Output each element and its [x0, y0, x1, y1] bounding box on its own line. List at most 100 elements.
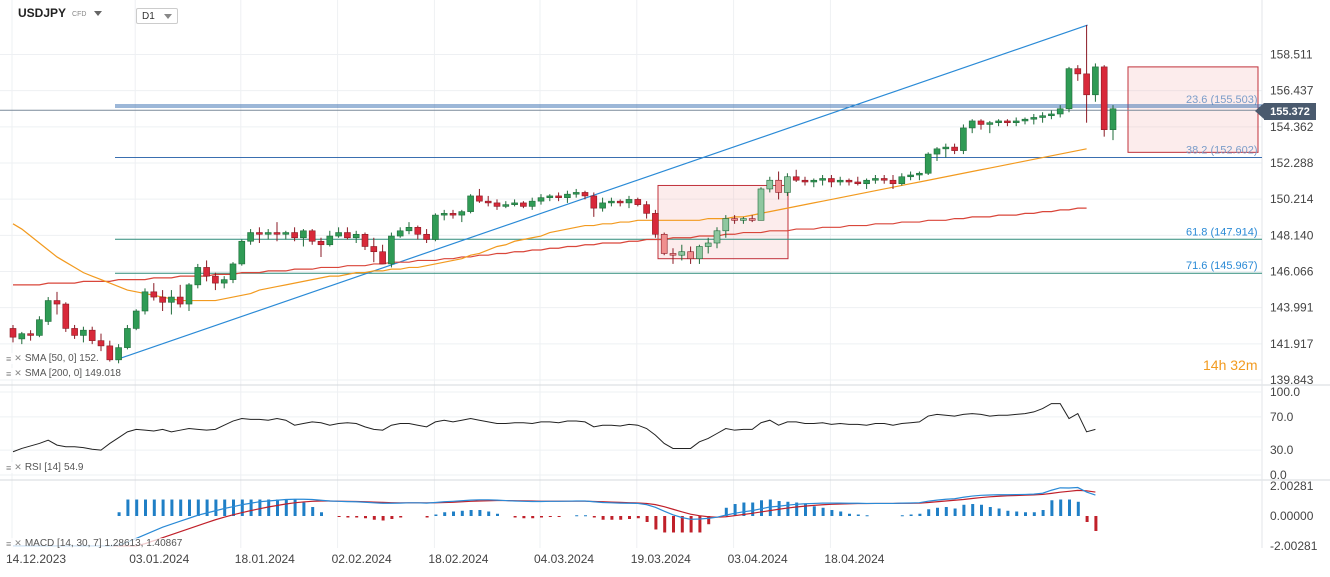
- macd-histogram-bar: [232, 499, 235, 516]
- macd-histogram-bar: [936, 507, 939, 516]
- candle-body: [1092, 66, 1099, 96]
- timeframe-label: D1: [142, 10, 155, 22]
- macd-histogram-bar: [223, 499, 227, 516]
- candle-body: [405, 227, 413, 232]
- close-icon[interactable]: ✕: [14, 538, 22, 548]
- menu-icon[interactable]: ≡: [6, 462, 12, 473]
- candle-body: [344, 232, 351, 239]
- macd-histogram-bar: [672, 516, 675, 533]
- candle-body: [62, 303, 70, 329]
- candle-body: [484, 200, 492, 204]
- macd-histogram-bar: [848, 513, 851, 516]
- candle-body: [300, 230, 307, 239]
- candle-countdown: 14h 32m: [1203, 357, 1258, 373]
- candle-body: [581, 192, 589, 197]
- legend-sma50[interactable]: ≡ ✕ SMA [50, 0] 152.: [6, 353, 99, 364]
- macd-histogram-bar: [1094, 516, 1098, 531]
- countdown-minutes: 32: [1230, 357, 1246, 373]
- macd-histogram-bar: [707, 516, 711, 525]
- macd-histogram-bar: [240, 499, 244, 516]
- candle-body: [608, 200, 615, 204]
- candle-body: [18, 333, 26, 340]
- y-tick-label: 139.843: [1270, 373, 1314, 387]
- candle-body: [159, 296, 166, 303]
- macd-histogram-bar: [636, 516, 640, 519]
- legend-macd-value: 1.28613, 1.40867: [104, 538, 183, 549]
- countdown-hours: 14: [1203, 357, 1219, 373]
- candle-body: [1048, 113, 1055, 117]
- macd-histogram-bar: [126, 499, 130, 516]
- macd-histogram-bar: [953, 508, 957, 516]
- macd-histogram-bar: [364, 516, 367, 519]
- candle-body: [696, 246, 703, 259]
- menu-icon[interactable]: ≡: [6, 538, 12, 549]
- candle-body: [256, 232, 263, 235]
- macd-histogram-bar: [399, 516, 403, 518]
- candle-body: [9, 328, 17, 338]
- close-icon[interactable]: ✕: [14, 368, 22, 378]
- rsi-y-tick-label: 70.0: [1270, 410, 1294, 424]
- macd-histogram-bar: [311, 507, 315, 516]
- candle-body: [775, 179, 782, 193]
- legend-macd[interactable]: ≡ ✕ MACD [14, 30, 7] 1.28613, 1.40867: [6, 538, 183, 549]
- macd-histogram-bar: [496, 513, 499, 516]
- menu-icon[interactable]: ≡: [6, 353, 12, 364]
- candle-body: [203, 267, 210, 277]
- candle-body: [88, 329, 96, 341]
- candle-body: [687, 251, 694, 259]
- legend-sma50-label: SMA [50, 0] 152.: [24, 353, 99, 364]
- candle-body: [440, 213, 448, 216]
- candle-body: [810, 179, 818, 183]
- macd-histogram-bar: [988, 507, 992, 516]
- x-tick-label: 19.03.2024: [631, 552, 691, 566]
- candle-body: [590, 195, 598, 209]
- candle-body: [713, 230, 721, 244]
- macd-histogram-bar: [205, 499, 209, 516]
- macd-histogram-bar: [390, 516, 394, 519]
- candle-body: [273, 232, 281, 235]
- legend-rsi-value: 54.9: [63, 462, 84, 473]
- instrument-selector[interactable]: USDJPY CFD: [18, 6, 103, 20]
- candle-body: [1039, 115, 1046, 118]
- candle-body: [212, 275, 219, 284]
- close-icon[interactable]: ✕: [14, 462, 22, 472]
- macd-histogram-bar: [434, 514, 438, 516]
- legend-sma200[interactable]: ≡ ✕ SMA [200, 0] 149.018: [6, 368, 121, 379]
- candle-body: [168, 296, 175, 303]
- macd-histogram-bar: [443, 512, 447, 516]
- candle-body: [907, 174, 914, 178]
- candle-body: [458, 211, 466, 216]
- macd-histogram-bar: [997, 508, 1001, 516]
- macd-histogram-bar: [302, 502, 306, 516]
- candle-body: [449, 213, 457, 216]
- legend-rsi[interactable]: ≡ ✕ RSI [14] 54.9: [6, 462, 84, 473]
- macd-histogram-bar: [918, 513, 922, 516]
- macd-histogram-bar: [1024, 512, 1027, 516]
- menu-icon[interactable]: ≡: [6, 368, 12, 379]
- close-icon[interactable]: ✕: [14, 353, 22, 363]
- candle-body: [220, 279, 228, 284]
- x-tick-label: 18.01.2024: [235, 552, 295, 566]
- y-tick-label: 148.140: [1270, 228, 1314, 242]
- candle-body: [1109, 108, 1117, 130]
- trendline: [115, 24, 1088, 361]
- candle-body: [264, 232, 272, 235]
- macd-y-tick-label: 2.00281: [1270, 479, 1314, 493]
- timeframe-select[interactable]: D1: [136, 8, 178, 24]
- candle-body: [379, 251, 386, 265]
- legend-rsi-label: RSI [14]: [24, 462, 61, 473]
- candle-body: [467, 195, 474, 212]
- macd-histogram-bar: [1032, 512, 1036, 516]
- macd-histogram-bar: [944, 507, 948, 516]
- macd-histogram-bar: [804, 504, 807, 516]
- candle-body: [335, 232, 342, 237]
- candle-body: [1004, 120, 1011, 123]
- macd-histogram-bar: [188, 499, 191, 516]
- macd-histogram-bar: [1015, 511, 1019, 516]
- candle-body: [968, 120, 976, 129]
- candle-body: [819, 178, 826, 181]
- instrument-type-label: CFD: [72, 11, 87, 18]
- macd-histogram-bar: [592, 516, 596, 518]
- candle-body: [660, 233, 668, 254]
